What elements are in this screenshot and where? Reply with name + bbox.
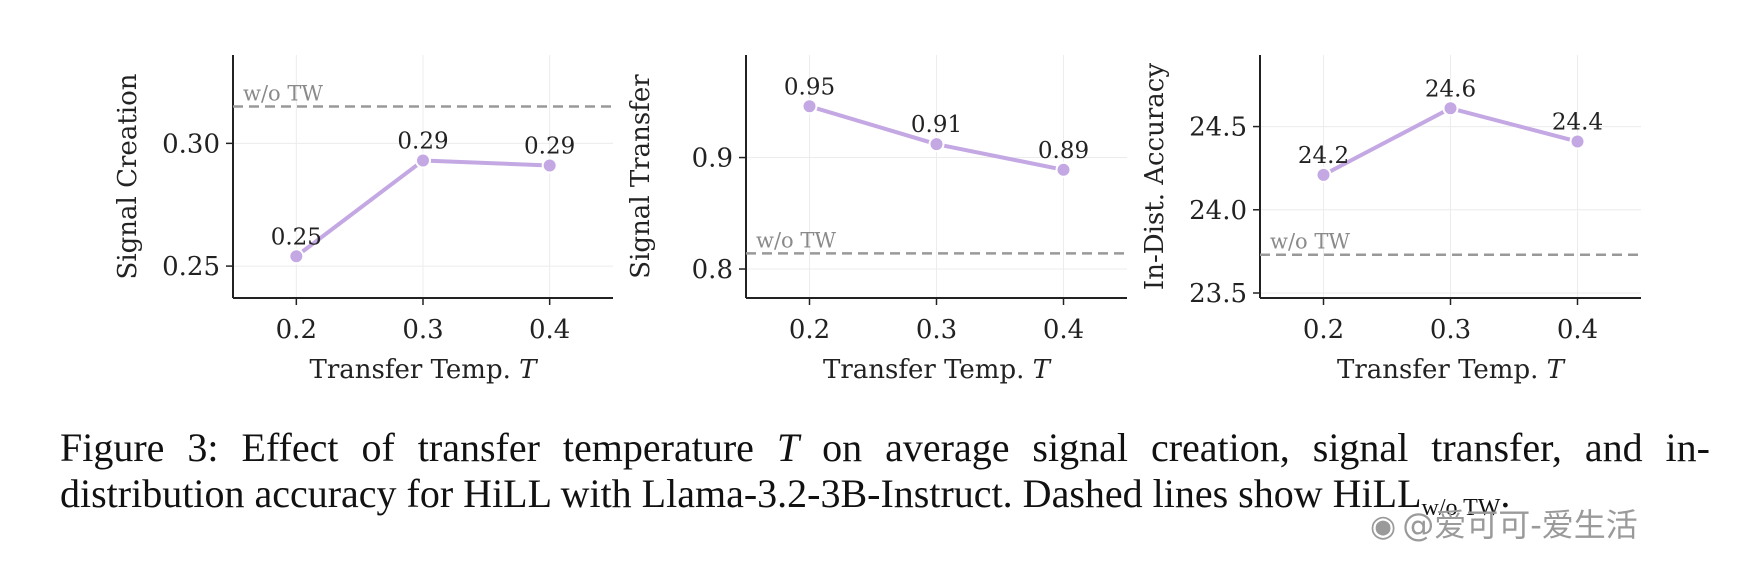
data-point <box>1315 166 1332 183</box>
chart-panel-3: 0.2 0.3 0.4 23.5 24.0 24.5 Transfer Temp. T In-… <box>1140 55 1641 385</box>
chart-panel-1: 0.2 0.3 0.4 0.25 0.30 Transfer Temp. T Signal … <box>113 55 613 385</box>
data-point <box>288 248 305 265</box>
y-axis-label: In-Dist. Accuracy <box>1140 63 1170 290</box>
chart-panel-2: 0.2 0.3 0.4 0.8 0.9 Transfer Temp. T Signal Tr… <box>626 55 1127 385</box>
x-axis-label: Transfer Temp. T <box>823 355 1052 385</box>
x-tick-label: 0.4 <box>529 315 570 345</box>
x-tick-label: 0.3 <box>402 315 443 345</box>
data-label: 0.95 <box>784 74 835 100</box>
x-tick-label: 0.4 <box>1043 315 1084 345</box>
y-tick-label: 0.9 <box>692 144 733 174</box>
baseline-label: w/o TW <box>756 228 836 252</box>
x-tick-label: 0.2 <box>1303 315 1344 345</box>
data-point <box>801 98 818 115</box>
data-label: 0.25 <box>271 224 322 250</box>
data-label: 0.29 <box>397 129 448 155</box>
baseline-label: w/o TW <box>1270 230 1350 254</box>
data-label: 24.6 <box>1425 76 1476 102</box>
x-axis-label: Transfer Temp. T <box>1337 355 1566 385</box>
data-point <box>1055 161 1072 178</box>
data-label: 0.91 <box>911 112 962 138</box>
x-tick-label: 0.2 <box>276 315 317 345</box>
x-axis-label: Transfer Temp. T <box>310 355 539 385</box>
data-point <box>928 136 945 153</box>
y-axis-label: Signal Transfer <box>626 74 656 279</box>
data-label: 0.29 <box>524 133 575 159</box>
x-tick-label: 0.3 <box>916 315 957 345</box>
x-tick-label: 0.4 <box>1557 315 1598 345</box>
watermark: ◉ @爱可可-爱生活 <box>1370 506 1638 544</box>
y-tick-label: 0.8 <box>692 255 733 285</box>
data-label: 0.89 <box>1038 138 1089 164</box>
weibo-logo-icon: ◉ <box>1370 509 1397 544</box>
x-tick-label: 0.2 <box>789 315 830 345</box>
y-tick-label: 24.0 <box>1189 196 1247 226</box>
data-point <box>1569 133 1586 150</box>
figure-caption: Figure 3: Effect of transfer temperature… <box>60 425 1710 521</box>
y-axis-label: Signal Creation <box>113 73 143 279</box>
data-label: 24.4 <box>1552 110 1603 136</box>
figure: 0.2 0.3 0.4 0.25 0.30 Transfer Temp. T Signal … <box>113 55 1641 385</box>
y-tick-label: 24.5 <box>1189 113 1247 143</box>
data-point <box>415 152 431 169</box>
y-tick-label: 0.30 <box>162 129 220 159</box>
y-tick-label: 0.25 <box>162 252 220 282</box>
data-point <box>541 157 558 174</box>
data-label: 24.2 <box>1298 143 1349 169</box>
y-tick-label: 23.5 <box>1189 279 1247 309</box>
data-point <box>1442 100 1459 117</box>
x-tick-label: 0.3 <box>1430 315 1471 345</box>
baseline-label: w/o TW <box>243 82 323 106</box>
